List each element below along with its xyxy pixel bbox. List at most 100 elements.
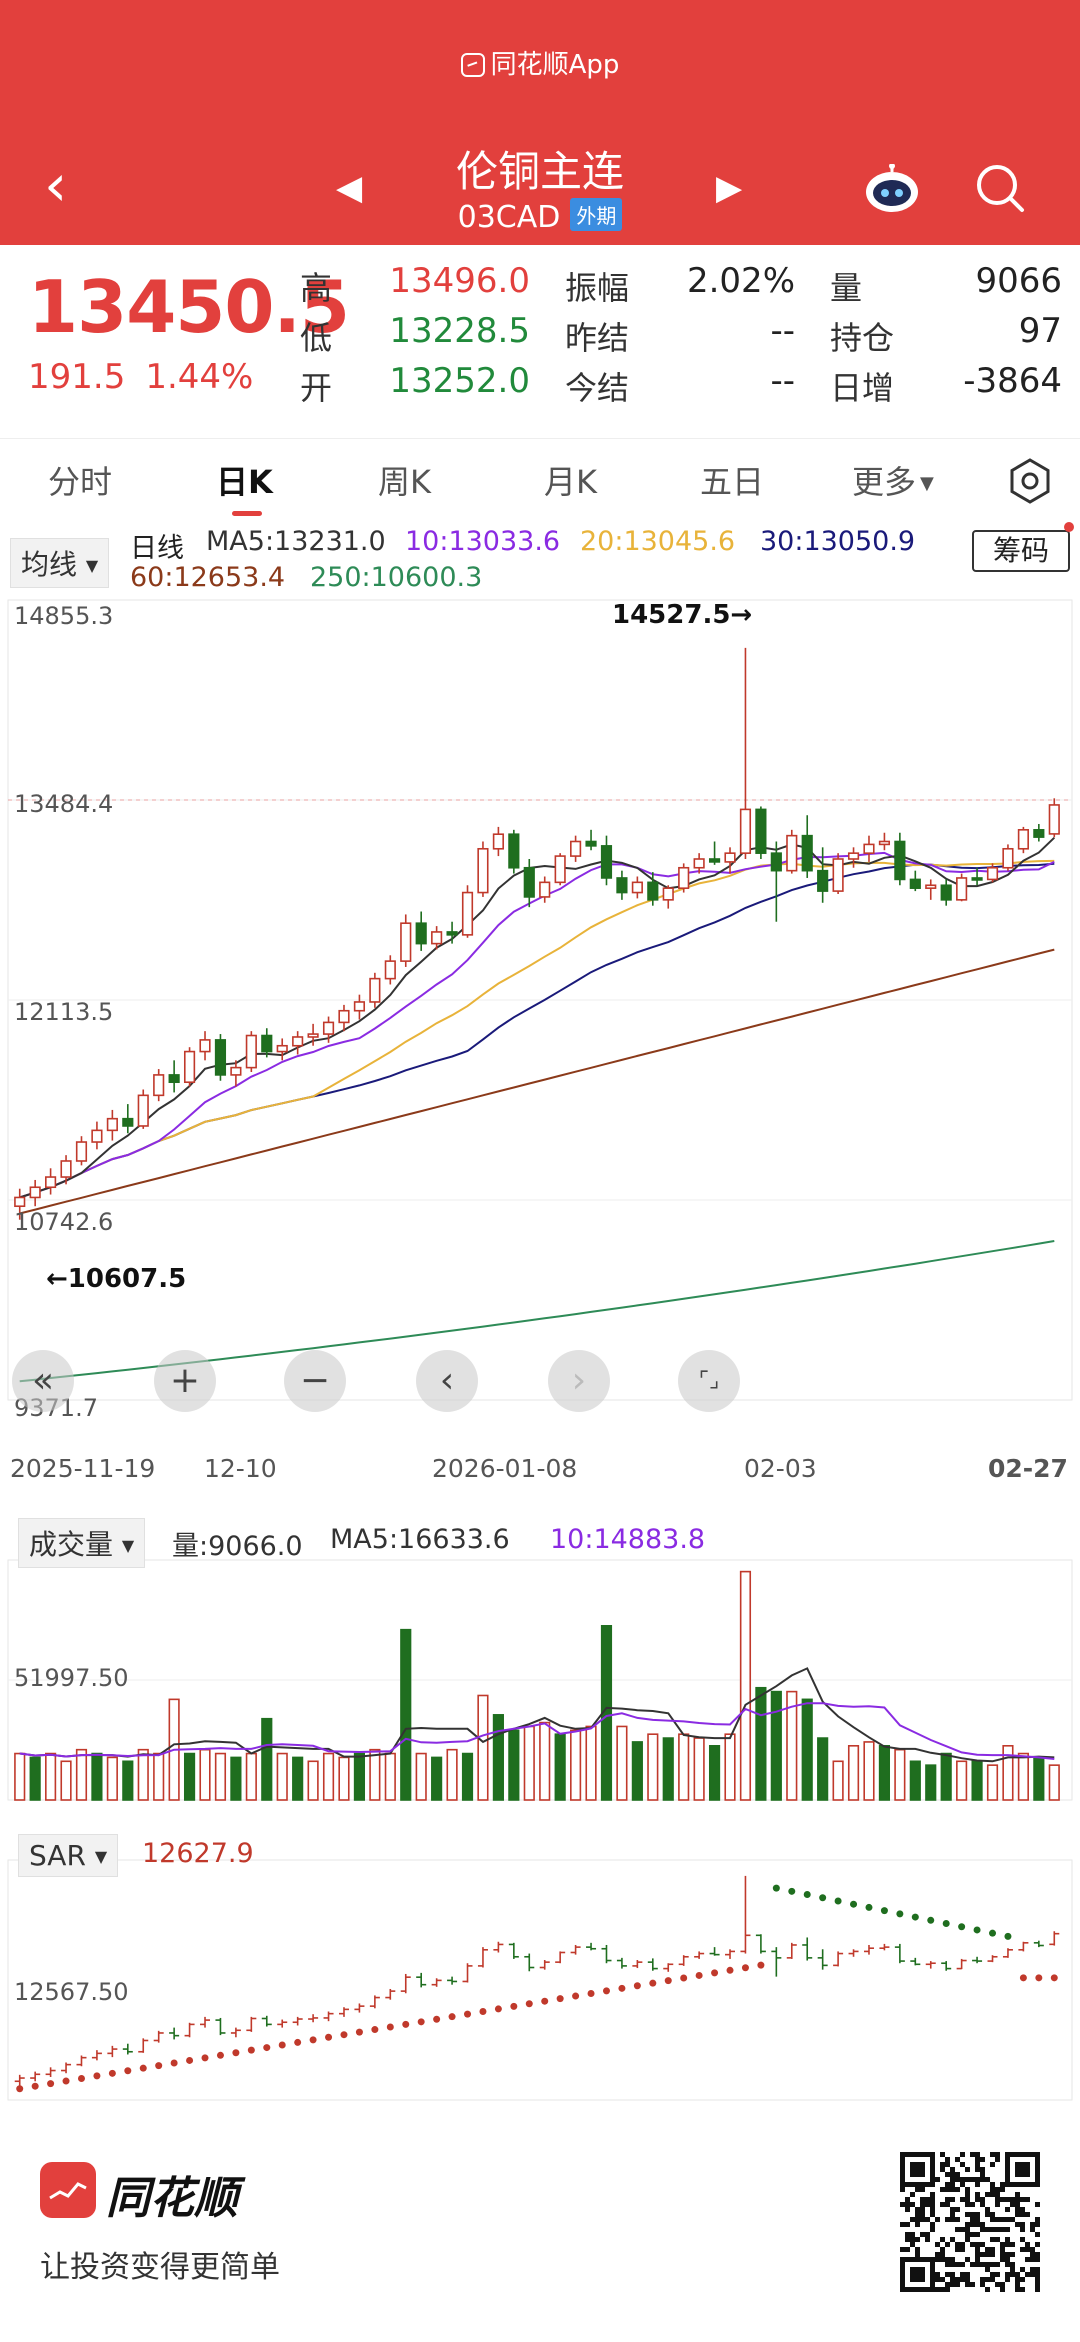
qr-module [955,2217,960,2222]
volume-value: 9066 [975,261,1062,301]
prev-contract-button[interactable]: ◀ [336,168,363,208]
tab-weekly-k[interactable]: 周K [378,463,431,501]
qr-module [900,2222,905,2227]
qr-module [1010,2197,1015,2202]
sar-dot [834,1897,842,1905]
candle-up [353,1001,366,1012]
candle-up [137,1094,149,1127]
scroll-right-button[interactable]: › [548,1350,610,1412]
sar-dot [1035,1974,1043,1982]
volume-bar-down [971,1760,983,1801]
candle-up [1048,804,1060,835]
qr-module [1035,2287,1040,2292]
qr-module [930,2157,935,2162]
qr-module [960,2247,965,2252]
candle-up [631,881,643,894]
volume-bar-down [91,1752,103,1801]
qr-module [1005,2162,1010,2167]
qr-module [1010,2242,1015,2247]
candle-up [245,1034,257,1069]
sar-dot [819,1894,827,1902]
qr-module [1020,2197,1025,2202]
volume-bar-up [446,1748,458,1801]
tab-monthly-k[interactable]: 月K [544,463,597,501]
volume-bar-down [817,1737,829,1801]
qr-module [965,2257,970,2262]
ma-selector[interactable]: 均线 ▼ [10,538,110,588]
collapse-left-button[interactable]: « [12,1350,74,1412]
qr-module [930,2287,935,2292]
qr-module [925,2287,930,2292]
qr-module [920,2197,925,2202]
tab-more[interactable]: 更多 ▼ [852,457,934,503]
qr-module [1000,2247,1005,2252]
qr-module [975,2222,980,2227]
candle-up [678,866,690,889]
qr-module [1035,2217,1040,2222]
qr-module [945,2242,950,2247]
volume-selector[interactable]: 成交量 ▼ [18,1518,146,1568]
volume-bar-down [1033,1756,1045,1801]
tab-five-day[interactable]: 五日 [700,463,765,501]
sar-dot [77,2074,85,2082]
tab-intraday[interactable]: 分时 [48,463,113,501]
qr-module [970,2222,975,2227]
qr-module [940,2277,945,2282]
fullscreen-button[interactable]: ⌜⌟ [678,1350,740,1412]
caret-down-icon: ▼ [121,1536,135,1555]
candle-up [307,1033,319,1038]
qr-module [940,2252,945,2257]
sar-dot [139,2064,147,2072]
qr-module [995,2202,1000,2207]
qr-module [955,2227,960,2232]
qr-module [1035,2167,1040,2172]
settings-icon[interactable] [1005,456,1055,506]
sar-selector[interactable]: SAR ▼ [18,1834,119,1877]
qr-module [1020,2277,1025,2282]
qr-module [1010,2267,1015,2272]
volume-bar-up [245,1752,257,1801]
qr-module [950,2272,955,2277]
sar-dot [927,1916,935,1924]
candle-up [292,1036,304,1047]
qr-module [950,2177,955,2182]
volume-bar-up [307,1760,319,1801]
qr-module [1035,2277,1040,2282]
qr-module [930,2182,935,2187]
back-button[interactable]: ‹ [44,151,68,219]
volume-bar-down [492,1714,504,1801]
kline-chart[interactable] [0,520,1080,2120]
x-tick-label: 02-03 [744,1454,817,1483]
candle-down [523,866,535,898]
qr-module [1030,2182,1035,2187]
candle-up [662,887,674,901]
amplitude-value: 2.02% [686,261,795,301]
qr-module [985,2262,990,2267]
qr-module [1035,2282,1040,2287]
scroll-left-button[interactable]: ‹ [416,1350,478,1412]
tab-daily-k[interactable]: 日K [216,463,273,501]
qr-module [920,2277,925,2282]
qr-module [1030,2252,1035,2257]
prev-settle-label: 昨结 [565,319,630,357]
qr-module [980,2277,985,2282]
qr-module [950,2187,955,2192]
search-icon[interactable] [972,160,1028,216]
chip-distribution-button[interactable]: 筹码 [972,530,1070,572]
qr-module [955,2282,960,2287]
volume-bar-up [894,1748,906,1801]
sar-dot [865,1903,873,1911]
ma5-line [19,836,1055,1199]
sar-dot [494,2005,502,2013]
footer-brand: 同花顺 [106,2173,238,2224]
robot-assistant-icon[interactable] [862,164,922,214]
qr-module [1030,2222,1035,2227]
qr-module [920,2172,925,2177]
zoom-out-button[interactable]: − [284,1350,346,1412]
qr-module [940,2152,945,2157]
zoom-in-button[interactable]: + [154,1350,216,1412]
next-contract-button[interactable]: ▶ [716,168,743,208]
candle-up [739,808,752,854]
qr-module [960,2177,965,2182]
volume-bar-up [322,1752,335,1801]
